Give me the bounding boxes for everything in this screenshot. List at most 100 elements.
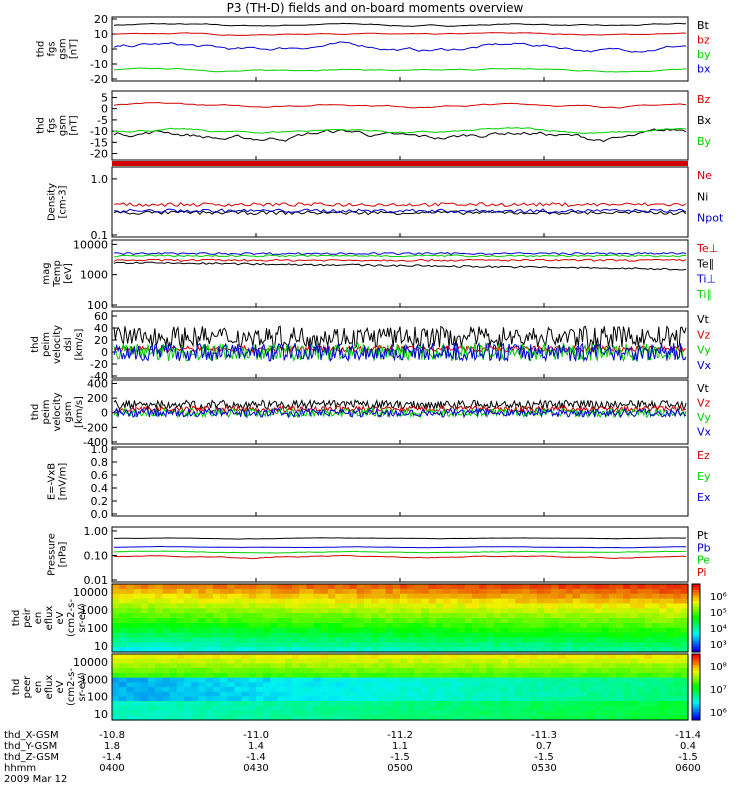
heatmap-cell (140, 647, 149, 653)
heatmap-cell (320, 584, 329, 590)
heatmap-cell (356, 710, 365, 716)
heatmap-cell (184, 668, 192, 674)
heatmap-cell (313, 603, 322, 609)
colorbar-cell (692, 665, 700, 669)
heatmap-cell (608, 654, 617, 660)
heatmap-cell (587, 593, 595, 600)
heatmap-cell (407, 608, 415, 614)
heatmap-cell (169, 710, 178, 716)
heatmap-cell (673, 710, 682, 716)
ylabel-line: thd (30, 404, 41, 421)
heatmap-cell (486, 668, 495, 674)
heatmap-cell (284, 637, 293, 643)
heatmap-cell (400, 588, 408, 595)
heatmap-cell (313, 677, 322, 683)
heatmap-cell (263, 647, 271, 653)
heatmap-cell (320, 691, 329, 697)
heatmap-cell (565, 642, 574, 648)
heatmap-cell (356, 608, 365, 614)
heatmap-cell (407, 588, 415, 595)
heatmap-cell (241, 672, 250, 679)
heatmap-cell (659, 696, 667, 702)
heatmap-cell (270, 654, 279, 660)
heatmap-cell (176, 677, 185, 683)
heatmap-cell (349, 715, 358, 721)
y-tick-label: -20 (90, 148, 108, 161)
heatmap-cell (234, 691, 243, 697)
heatmap-cell (299, 642, 307, 648)
heatmap-cell (148, 705, 156, 712)
heatmap-cell (536, 668, 545, 674)
heatmap-cell (162, 710, 171, 716)
heatmap-cell (637, 618, 646, 624)
heatmap-cell (652, 618, 660, 624)
heatmap-cell (241, 622, 250, 629)
heatmap-cell (335, 603, 343, 609)
heatmap-cell (608, 668, 617, 674)
heatmap-cell (335, 622, 343, 629)
heatmap-cell (414, 691, 423, 697)
heatmap-cell (450, 627, 459, 634)
heatmap-cell (119, 622, 127, 629)
heatmap-cell (500, 642, 509, 648)
heatmap-cell (479, 687, 487, 693)
heatmap-cell (176, 608, 185, 614)
heatmap-cell (407, 658, 415, 664)
heatmap-cell (155, 598, 163, 605)
heatmap-cell (414, 654, 423, 660)
heatmap-cell (227, 710, 235, 716)
heatmap-cell (594, 613, 603, 619)
heatmap-cell (162, 715, 171, 721)
heatmap-cell (515, 715, 523, 721)
heatmap-cell (464, 654, 473, 660)
heatmap-cell (659, 613, 667, 619)
orbit-value: 0600 (675, 763, 700, 774)
heatmap-cell (220, 654, 228, 660)
heatmap-cell (522, 696, 531, 702)
heatmap-cell (457, 677, 466, 683)
heatmap-cell (486, 682, 495, 688)
colorbar-cell (692, 689, 700, 693)
heatmap-cell (608, 627, 617, 634)
panel-frame-overlay (111, 653, 689, 721)
heatmap-cell (234, 598, 243, 605)
heatmap-cell (342, 715, 351, 721)
heatmap-cell (270, 637, 279, 643)
heatmap-cell (126, 705, 135, 712)
heatmap-cell (385, 654, 394, 660)
colorbar-cell (692, 609, 700, 613)
series-Bz (113, 101, 687, 109)
heatmap-cell (616, 613, 624, 619)
heatmap-cell (623, 687, 631, 693)
heatmap-cell (407, 672, 415, 679)
heatmap-cell (565, 691, 574, 697)
heatmap-cell (673, 658, 682, 664)
heatmap-cell (385, 691, 394, 697)
heatmap-cell (436, 584, 444, 590)
heatmap-cell (616, 627, 624, 634)
heatmap-cell (385, 668, 394, 674)
heatmap-cell (256, 593, 264, 600)
heatmap-cell (284, 627, 293, 634)
heatmap-cell (407, 687, 415, 693)
heatmap-cell (184, 682, 192, 688)
heatmap-cell (184, 588, 192, 595)
heatmap-cell (306, 622, 315, 629)
heatmap-cell (522, 627, 531, 634)
heatmap-cell (536, 654, 545, 660)
heatmap-cell (176, 672, 185, 679)
y-tick-label: 1.0 (91, 173, 109, 186)
heatmap-cell (256, 696, 264, 702)
heatmap-cell (148, 658, 156, 664)
heatmap-cell (205, 613, 214, 619)
heatmap-cell (148, 584, 156, 590)
heatmap-cell (644, 642, 653, 648)
heatmap-cell (529, 705, 538, 712)
heatmap-cell (133, 687, 142, 693)
colorbar-cell (692, 601, 700, 605)
heatmap-cell (306, 603, 315, 609)
heatmap-cell (277, 701, 286, 707)
heatmap-cell (400, 622, 408, 629)
heatmap-cell (436, 603, 444, 609)
